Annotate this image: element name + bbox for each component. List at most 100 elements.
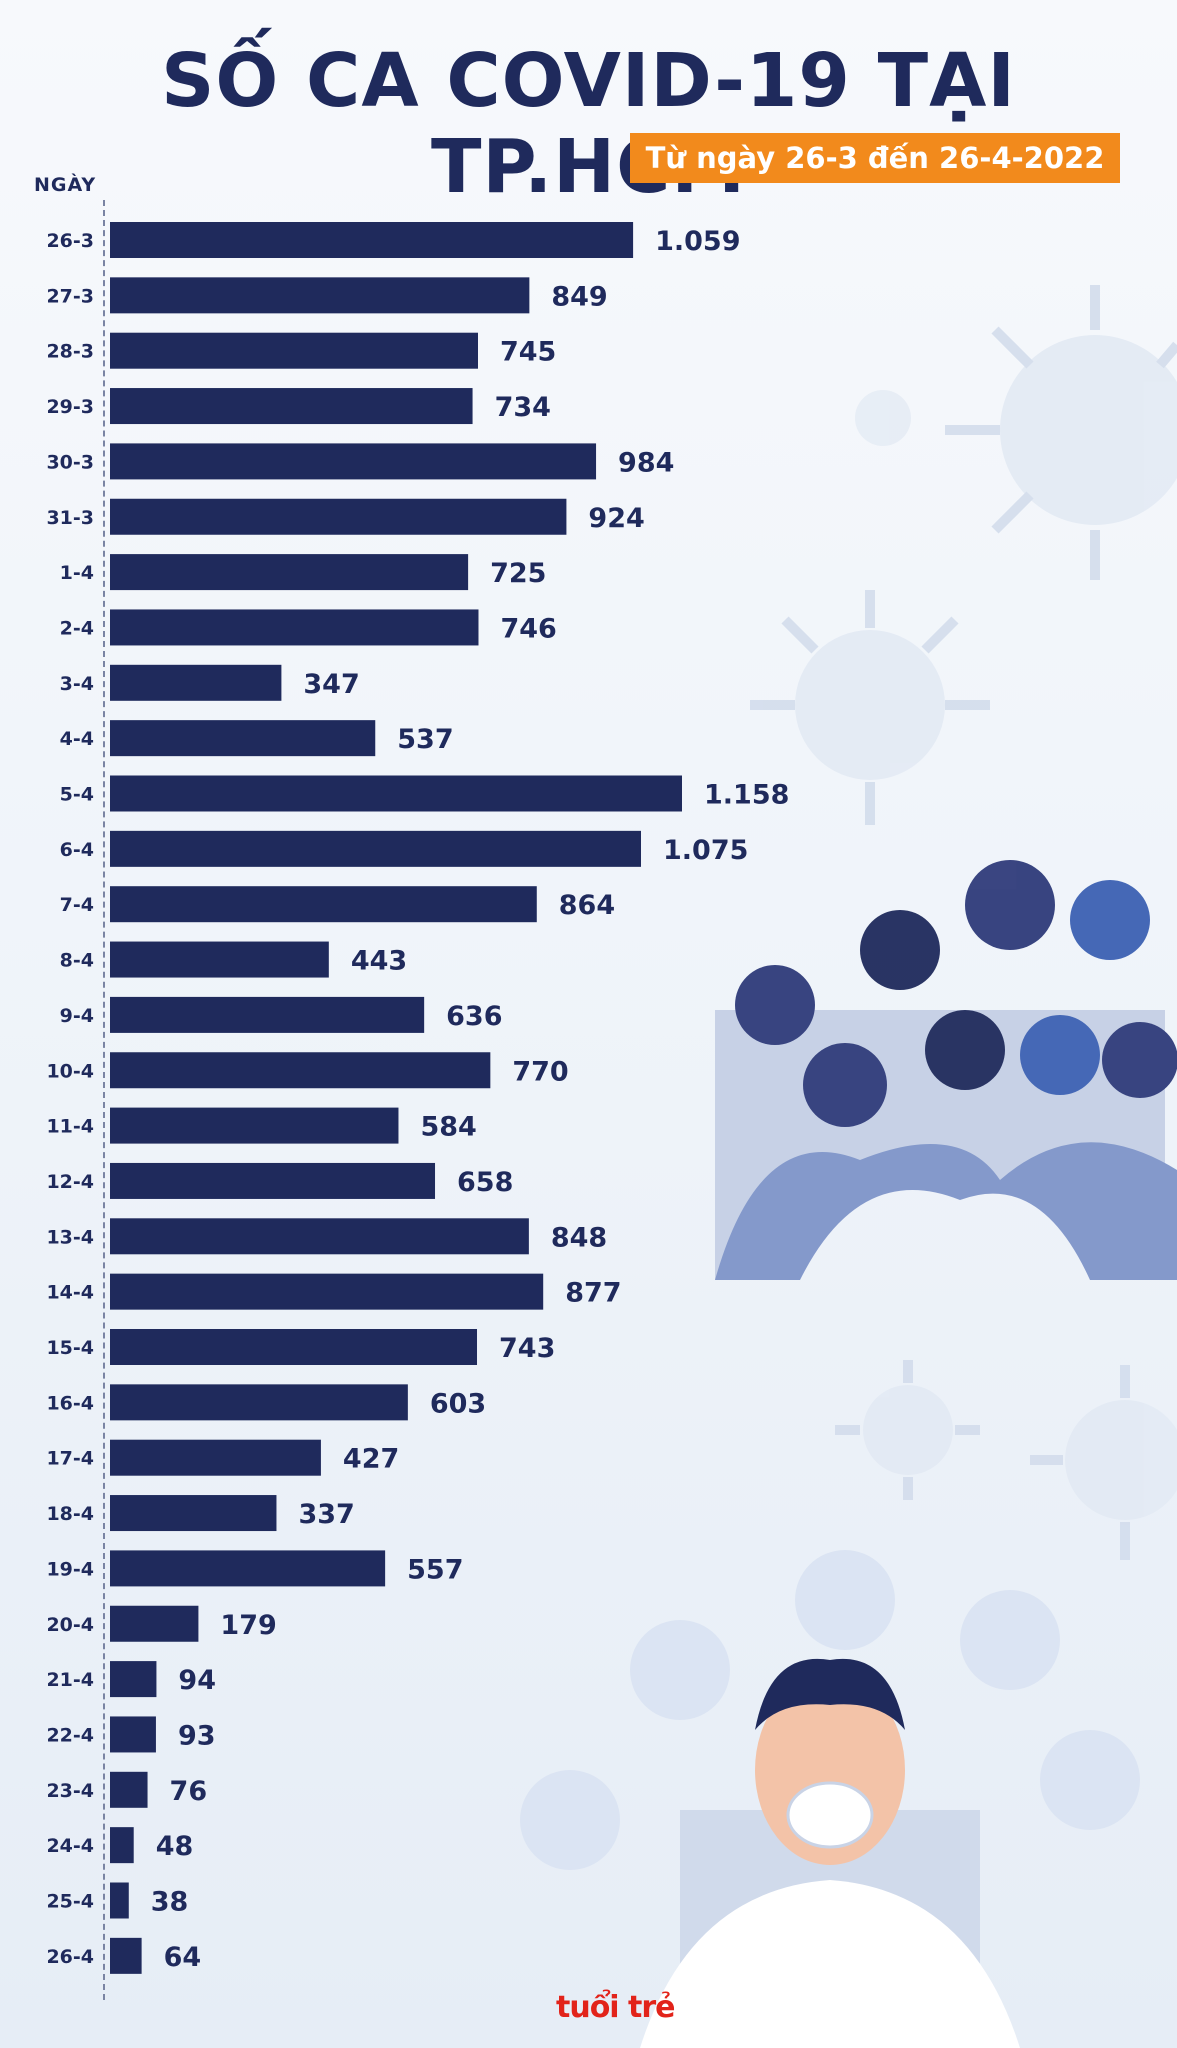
value-label: 179	[220, 1610, 276, 1641]
value-label: 94	[178, 1665, 216, 1696]
value-label: 658	[457, 1167, 513, 1198]
bar	[110, 1107, 399, 1144]
bar	[110, 1218, 529, 1255]
category-label: 29-3	[46, 396, 94, 418]
bar	[110, 1495, 277, 1532]
category-label: 11-4	[46, 1116, 94, 1138]
value-label: 48	[156, 1831, 194, 1862]
category-label: 14-4	[46, 1282, 94, 1304]
bar	[110, 941, 329, 978]
category-label: 17-4	[46, 1448, 94, 1470]
value-label: 76	[170, 1776, 208, 1807]
value-label: 337	[298, 1499, 354, 1530]
category-label: 27-3	[46, 285, 94, 307]
category-label: 25-4	[46, 1891, 94, 1913]
category-label: 20-4	[46, 1614, 94, 1636]
category-label: 21-4	[46, 1669, 94, 1691]
bar	[110, 1550, 386, 1587]
category-label: 23-4	[46, 1780, 94, 1802]
category-label: 22-4	[46, 1724, 94, 1746]
value-label: 1.158	[704, 780, 789, 811]
category-label: 13-4	[46, 1226, 94, 1248]
category-label: 19-4	[46, 1558, 94, 1580]
category-label: 15-4	[46, 1337, 94, 1359]
bar	[110, 1052, 491, 1089]
bar	[110, 1162, 436, 1199]
value-label: 427	[343, 1444, 399, 1475]
bar	[110, 1882, 129, 1919]
bar	[110, 222, 634, 258]
bar	[110, 1384, 408, 1421]
bar	[110, 388, 473, 425]
category-label: 12-4	[46, 1171, 94, 1193]
value-label: 743	[499, 1333, 555, 1364]
value-label: 64	[164, 1942, 202, 1973]
category-label: 7-4	[60, 894, 94, 916]
value-label: 848	[551, 1222, 607, 1253]
chart-subtitle: Từ ngày 26-3 đến 26-4-2022	[630, 133, 1120, 183]
category-label: 6-4	[60, 839, 94, 861]
brand-logo: tuổi trẻ	[556, 1990, 676, 2025]
category-label: 26-4	[46, 1946, 94, 1968]
bar	[110, 1439, 321, 1476]
value-label: 725	[490, 558, 546, 589]
bar	[110, 554, 469, 591]
category-label: 2-4	[60, 617, 94, 639]
category-label: 16-4	[46, 1392, 94, 1414]
category-label: 4-4	[60, 728, 94, 750]
bar	[110, 1605, 199, 1642]
bar	[110, 332, 478, 369]
bar	[110, 1329, 478, 1365]
bar	[110, 1771, 148, 1808]
bar	[110, 1273, 544, 1310]
bar	[110, 1937, 142, 1974]
y-axis-label: NGÀY	[34, 174, 97, 196]
bar	[110, 1716, 156, 1753]
value-label: 603	[430, 1388, 486, 1419]
value-label: 924	[588, 503, 644, 534]
value-label: 584	[420, 1112, 476, 1143]
bar	[110, 609, 479, 646]
value-label: 636	[446, 1001, 502, 1032]
category-label: 24-4	[46, 1835, 94, 1857]
category-label: 8-4	[60, 950, 94, 972]
category-label: 31-3	[46, 507, 94, 529]
bar	[110, 830, 642, 867]
value-label: 984	[618, 447, 674, 478]
value-label: 537	[397, 724, 453, 755]
category-label: 9-4	[60, 1005, 94, 1027]
bar	[110, 498, 567, 535]
value-label: 347	[303, 669, 359, 700]
category-label: 1-4	[60, 562, 94, 584]
category-label: 28-3	[46, 341, 94, 363]
value-label: 864	[559, 890, 615, 921]
bar	[110, 443, 597, 480]
bar	[110, 664, 282, 701]
bar	[110, 775, 682, 812]
bar	[110, 720, 376, 757]
bar	[110, 996, 425, 1033]
value-label: 877	[565, 1278, 621, 1309]
bar	[110, 886, 537, 923]
value-label: 38	[151, 1887, 189, 1918]
value-label: 443	[351, 946, 407, 977]
value-label: 93	[178, 1720, 216, 1751]
value-label: 1.075	[663, 835, 748, 866]
value-label: 734	[495, 392, 551, 423]
category-label: 30-3	[46, 451, 94, 473]
value-label: 746	[500, 613, 556, 644]
value-label: 745	[500, 337, 556, 368]
category-label: 10-4	[46, 1060, 94, 1082]
category-label: 26-3	[46, 230, 94, 252]
category-label: 5-4	[60, 784, 94, 806]
y-axis-line	[103, 200, 105, 2000]
category-label: 18-4	[46, 1503, 94, 1525]
bar	[110, 1827, 134, 1864]
value-label: 770	[512, 1056, 568, 1087]
bar	[110, 277, 530, 314]
bar	[110, 1661, 157, 1698]
value-label: 849	[551, 281, 607, 312]
category-label: 3-4	[60, 673, 94, 695]
